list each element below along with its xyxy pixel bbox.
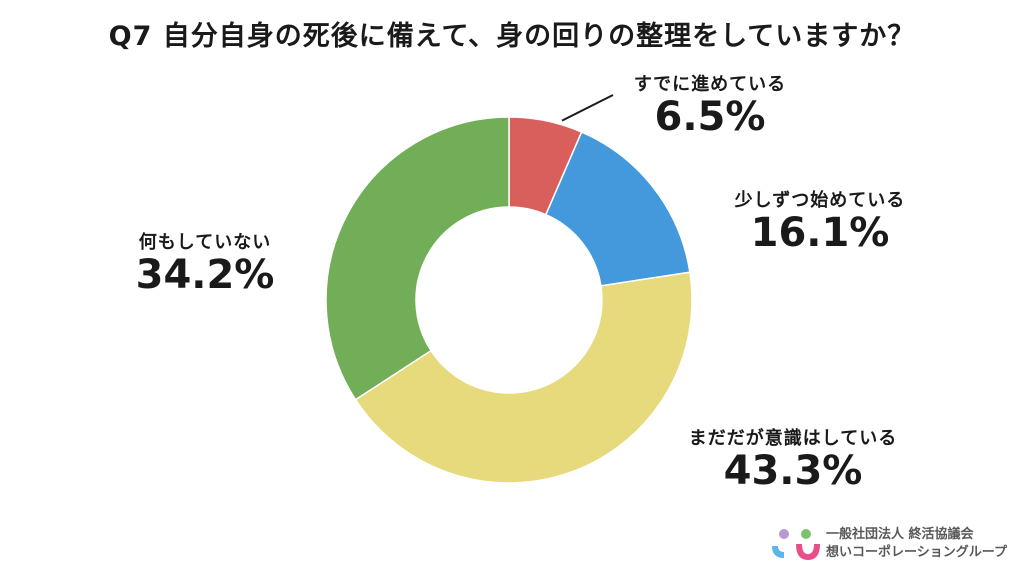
slice-value: 16.1% bbox=[750, 210, 890, 256]
slice-gradually-started bbox=[544, 131, 691, 287]
slice-name: まだだが意識はしている bbox=[688, 428, 898, 449]
logo-shape bbox=[796, 544, 820, 560]
slice-aware-not-yet bbox=[354, 271, 693, 484]
logo-line-2: 想いコーポレーショングループ bbox=[826, 545, 1007, 560]
chart-title: Q7 自分自身の死後に備えて、身の回りの整理をしていますか？ bbox=[108, 21, 916, 52]
slice-name: 少しずつ始めている bbox=[734, 190, 906, 211]
slice-label-already-started: すでに進めている 6.5% bbox=[610, 70, 810, 138]
leader-line bbox=[561, 94, 614, 122]
slice-value: 6.5% bbox=[654, 94, 766, 140]
logo-shape bbox=[772, 546, 784, 558]
organization-logo: 一般社団法人 終活協議会 想いコーポレーショングループ bbox=[766, 524, 1016, 568]
logo-mark-icon bbox=[772, 529, 820, 560]
slice-nothing bbox=[325, 116, 510, 401]
logo-shape bbox=[801, 529, 811, 539]
slice-label-gradually-started: 少しずつ始めている 16.1% bbox=[705, 186, 935, 254]
slice-label-nothing: 何もしていない 34.2% bbox=[110, 228, 300, 296]
logo-text: 一般社団法人 終活協議会 想いコーポレーショングループ bbox=[826, 526, 1007, 562]
slice-label-aware-not-yet: まだだが意識はしている 43.3% bbox=[668, 424, 918, 492]
logo-line-1: 一般社団法人 終活協議会 bbox=[826, 527, 974, 542]
logo-shape bbox=[779, 529, 789, 539]
slice-name: 何もしていない bbox=[138, 232, 272, 253]
slice-value: 43.3% bbox=[723, 448, 863, 494]
slice-name: すでに進めている bbox=[633, 74, 787, 95]
slice-value: 34.2% bbox=[135, 252, 275, 298]
